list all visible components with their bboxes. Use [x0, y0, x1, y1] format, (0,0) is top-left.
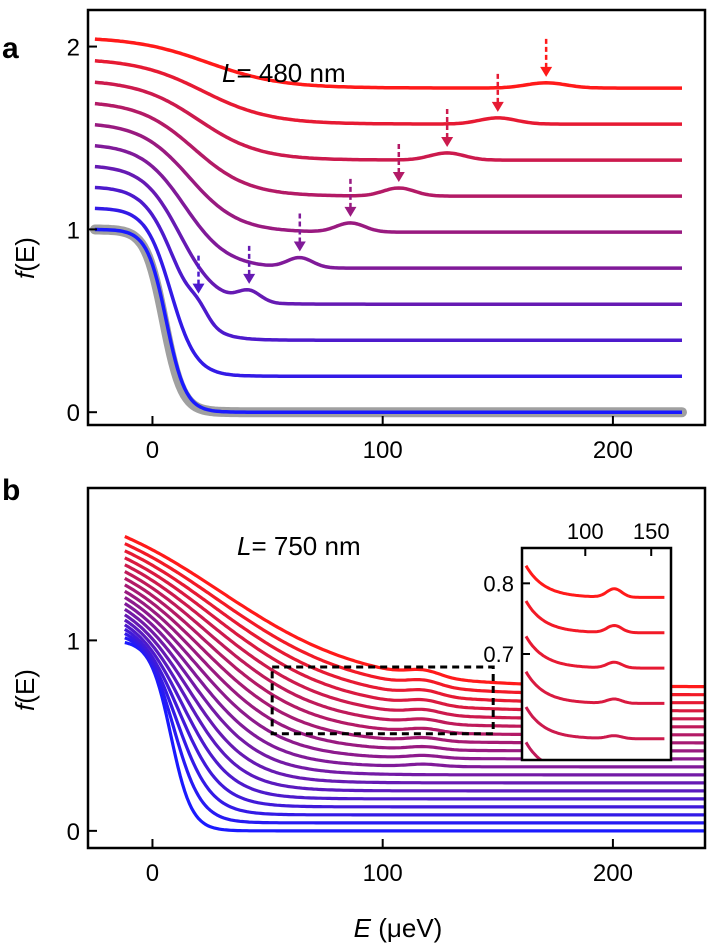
- peak-arrow-4: [344, 178, 357, 217]
- panel-b-ylabel: f(E): [10, 669, 40, 711]
- inset-background: [522, 548, 671, 760]
- x-tick-label: 0: [146, 860, 159, 887]
- peak-arrow-8: [540, 38, 553, 77]
- inset: 100 150 0.8 0.7: [483, 519, 673, 762]
- panel-a-ticks: 0 100 200 0 1 2: [67, 35, 633, 464]
- series-line-9: [123, 602, 705, 769]
- series-line-5: [123, 623, 705, 801]
- panel-b-frame: [86, 486, 707, 850]
- x-tick-label: 100: [363, 860, 403, 887]
- panel-a-arrows: [192, 38, 553, 294]
- inset-series-line-5: [524, 706, 665, 741]
- panel-a-curves: [89, 37, 687, 418]
- panel-a-ylabel: f(E): [10, 237, 40, 279]
- peak-arrow-3: [293, 213, 306, 252]
- panel-a-label: a: [2, 32, 19, 65]
- y-tick-label: 0: [67, 400, 80, 427]
- inset-series-line-3: [524, 635, 665, 670]
- peak-arrow-6: [441, 108, 454, 147]
- inset-x-tick-label: 150: [633, 519, 670, 544]
- inset-curves: [524, 564, 665, 760]
- series-line-1: [94, 227, 682, 414]
- inset-y-tick-label: 0.7: [483, 642, 514, 667]
- panel-b-curves: [123, 535, 705, 833]
- inset-series-line-1: [524, 564, 665, 599]
- peak-arrow-1: [192, 255, 205, 294]
- series-line-8: [123, 607, 705, 777]
- y-tick-label: 2: [67, 35, 80, 62]
- y-tick-label: 1: [67, 217, 80, 244]
- series-line-10: [94, 37, 682, 90]
- y-tick-label: 1: [67, 628, 80, 655]
- series-line-4: [94, 164, 682, 306]
- panel-b-annotation: L= 750 nm: [237, 531, 361, 561]
- series-line-6: [94, 123, 682, 234]
- panel-b-label: b: [2, 474, 20, 507]
- inset-x-tick-label: 100: [567, 519, 604, 544]
- panel-a-frame: [86, 8, 707, 427]
- zoom-box: [270, 665, 495, 736]
- peak-arrow-7: [491, 73, 504, 112]
- series-line-6: [123, 618, 705, 793]
- peak-arrow-2: [243, 245, 256, 284]
- series-line-3: [124, 632, 705, 817]
- panel-a-annotation: L= 480 nm: [222, 58, 346, 88]
- panel-b-ticks: 0 100 200 0 1: [67, 628, 633, 887]
- y-tick-label: 0: [67, 819, 80, 846]
- inset-series-line-4: [524, 670, 665, 705]
- x-tick-label: 200: [593, 860, 633, 887]
- series-line-5: [94, 144, 682, 270]
- x-tick-label: 100: [363, 437, 403, 464]
- inset-series-line-2: [524, 600, 665, 635]
- panel-a: a 0 100 200 0 1 2 L= 480 nm f(E): [2, 8, 707, 464]
- series-line-4: [123, 627, 705, 809]
- x-tick-label: 200: [593, 437, 633, 464]
- series-line-2: [94, 206, 682, 378]
- series-line-7: [123, 613, 705, 785]
- series-line-3: [94, 185, 682, 342]
- series-line-8: [94, 80, 682, 162]
- panel-b-xlabel: E (μeV): [354, 913, 443, 943]
- series-line-2: [124, 636, 705, 825]
- x-tick-label: 0: [146, 437, 159, 464]
- panel-b: b 0 100 200 0 1 L= 750 nm f(E) E (μeV) 100 15…: [2, 474, 707, 943]
- inset-ticks: 100 150 0.8 0.7: [483, 519, 669, 667]
- series-line-1: [124, 641, 705, 833]
- inset-y-tick-label: 0.8: [483, 571, 514, 596]
- peak-arrow-5: [392, 143, 405, 182]
- series-line-7: [94, 101, 682, 198]
- series-line-9: [94, 59, 682, 126]
